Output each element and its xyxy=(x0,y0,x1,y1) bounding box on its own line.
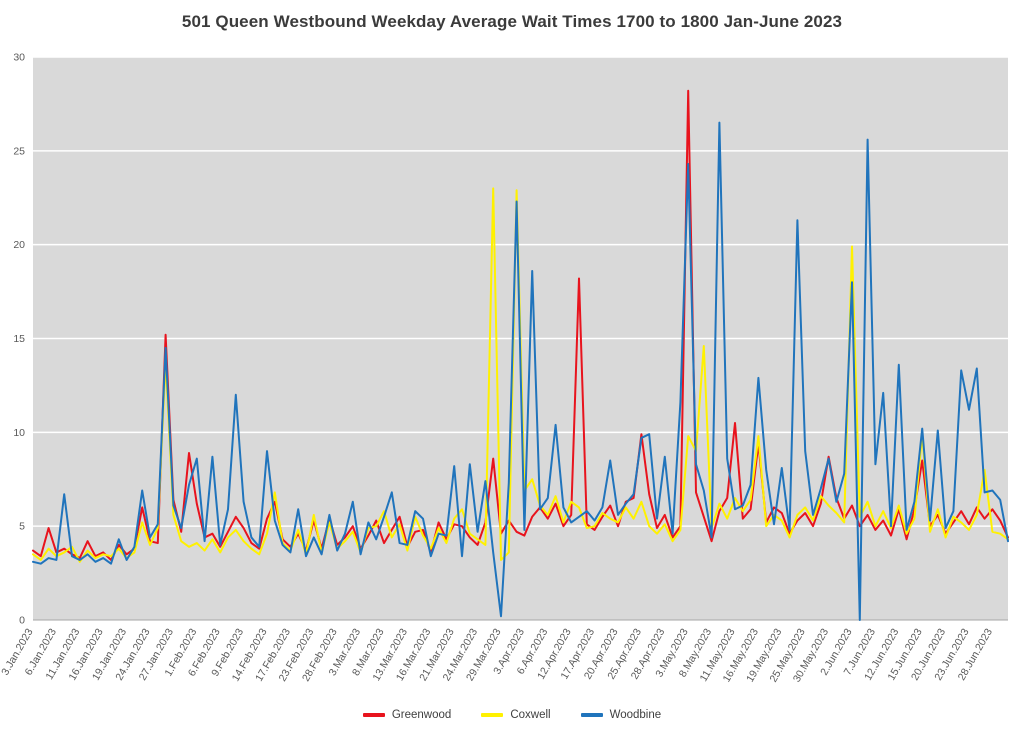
legend-item-greenwood: Greenwood xyxy=(362,709,452,721)
woodbine-line xyxy=(32,121,1009,621)
y-tick-label: 5 xyxy=(19,521,25,533)
legend-label-woodbine: Woodbine xyxy=(609,709,662,721)
y-tick-label: 15 xyxy=(13,333,25,345)
y-tick-label: 0 xyxy=(19,615,25,627)
greenwood-line xyxy=(32,89,1009,561)
legend-label-greenwood: Greenwood xyxy=(391,709,452,721)
greenwood-line-swatch xyxy=(362,713,385,717)
y-tick-label: 20 xyxy=(13,239,25,251)
y-tick-label: 25 xyxy=(13,145,25,157)
chart-canvas: 0510152025303.Jan.20236.Jan.202311.Jan.2… xyxy=(0,52,1009,684)
chart-title: 501 Queen Westbound Weekday Average Wait… xyxy=(181,12,843,31)
legend-item-coxwell: Coxwell xyxy=(481,709,551,721)
legend-label-coxwell: Coxwell xyxy=(510,709,551,721)
legend-item-woodbine: Woodbine xyxy=(580,709,662,721)
woodbine-line-swatch xyxy=(580,713,603,717)
y-tick-label: 10 xyxy=(13,427,25,439)
chart-legend: Greenwood Coxwell Woodbine xyxy=(0,709,1024,721)
y-tick-label: 30 xyxy=(13,52,25,64)
coxwell-line-swatch xyxy=(481,713,504,717)
